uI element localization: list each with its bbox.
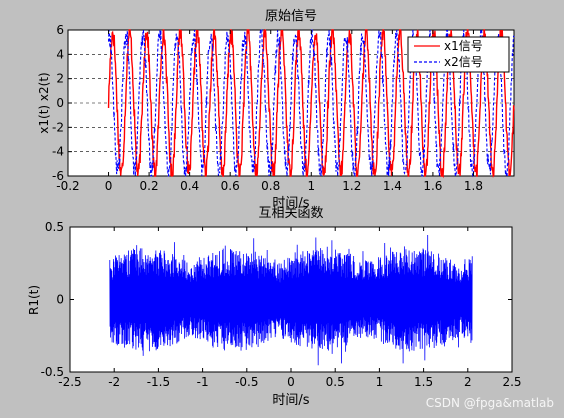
legend-label-x2: x2信号 (444, 55, 483, 69)
x-tick-label: -1.5 (147, 375, 170, 389)
series-line-1 (107, 28, 515, 179)
bottom-plot-xlabel: 时间/s (272, 393, 309, 408)
x-tick-label: -2.5 (58, 375, 81, 389)
series-line-r1 (109, 234, 473, 366)
y-tick-label: -2 (52, 120, 64, 134)
top-plot-series (107, 28, 515, 179)
bottom-plot-ylabel: R1(t) (27, 285, 41, 315)
x-tick-label: 1.5 (414, 375, 433, 389)
x-tick-label: 0.4 (180, 179, 199, 193)
top-plot-xlabel: 时间/s (272, 196, 309, 211)
x-tick-label: 1.8 (464, 179, 483, 193)
legend-box (407, 36, 510, 73)
y-tick-label: 0.5 (45, 220, 64, 234)
x-tick-label: 0.8 (261, 179, 280, 193)
x-tick-label: 0.5 (326, 375, 345, 389)
x-tick-label: -0.2 (56, 179, 79, 193)
bottom-plot-title: 互相关函数 (258, 206, 323, 221)
y-tick-label: -4 (52, 145, 64, 159)
bottom-plot-series (109, 234, 473, 366)
y-tick-label: 2 (56, 72, 64, 86)
x-tick-label: 0 (287, 375, 295, 389)
top-plot: 原始信号 -0.2 0 0.2 0.4 0.6 0.8 1 1.2 1.4 1.6 1.8-6-4-… (37, 9, 515, 211)
y-tick-label: -0.5 (41, 365, 64, 379)
y-tick-label: 4 (56, 47, 64, 61)
legend-label-x1: x1信号 (444, 39, 483, 53)
y-tick-label: 0 (56, 96, 64, 110)
x-tick-label: 1 (307, 179, 315, 193)
top-plot-ylabel: x1(t) x2(t) (37, 72, 51, 133)
x-tick-label: 2.5 (502, 375, 521, 389)
legend: x1信号 x2信号 (407, 36, 510, 73)
x-tick-label: 1.6 (423, 179, 442, 193)
x-tick-label: 1.4 (383, 179, 402, 193)
x-tick-label: 0.2 (140, 179, 159, 193)
bottom-plot-ticks: -2.5 -2 -1.5 -1 -0.5 0 0.5 1 1.5 2 2.5 -0.5 0 0.5 (41, 220, 522, 389)
x-tick-label: 1 (376, 375, 384, 389)
top-plot-ticks: -0.2 0 0.2 0.4 0.6 0.8 1 1.2 1.4 1.6 1.8 -6 -4 -2 0 2 4 6 (52, 23, 483, 193)
top-plot-title: 原始信号 (265, 9, 317, 24)
x-tick-label: 2 (464, 375, 472, 389)
x-tick-label: -1 (197, 375, 209, 389)
x-tick-label: -2 (108, 375, 120, 389)
x-tick-label: 0.6 (221, 179, 240, 193)
y-tick-label: -6 (52, 169, 64, 183)
bottom-plot: 互相关函数 -2.5 -2 -1.5 -1 -0.5 0 0.5 1 1.5 2 2.5 -0.5 0 0… (27, 206, 522, 408)
x-tick-label: 1.2 (342, 179, 361, 193)
x-tick-label: -0.5 (235, 375, 258, 389)
series-line-2 (108, 28, 515, 178)
y-tick-label: 6 (56, 23, 64, 37)
y-tick-label: 0 (56, 293, 64, 307)
x-tick-label: 0 (105, 179, 113, 193)
watermark: CSDN @fpga&matlab (425, 396, 554, 410)
